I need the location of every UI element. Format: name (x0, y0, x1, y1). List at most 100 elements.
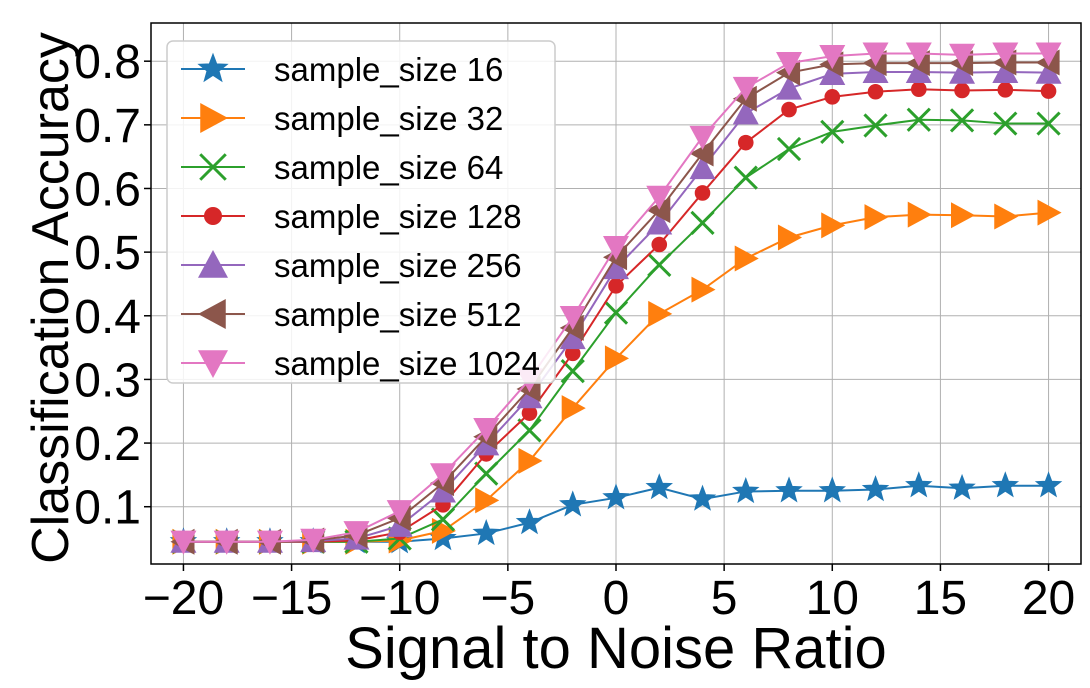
marker-triangle-right (950, 202, 976, 229)
x-tick-label: 15 (914, 572, 967, 625)
legend-item: sample_size 32 (181, 100, 503, 137)
marker-triangle-down (603, 235, 629, 261)
marker-triangle-up (516, 384, 543, 409)
marker-triangle-up (429, 478, 456, 503)
legend-label: sample_size 512 (274, 296, 522, 333)
marker-triangle-down (213, 530, 240, 555)
marker-circle (521, 405, 538, 421)
x-tick-label: −10 (359, 572, 440, 625)
marker-triangle-right (691, 276, 716, 303)
x-axis-label: Signal to Noise Ratio (345, 616, 887, 681)
marker-star (515, 508, 544, 535)
marker-triangle-up (992, 59, 1019, 84)
y-tick-label: 0.1 (74, 482, 141, 535)
legend-label: sample_size 64 (274, 149, 503, 186)
marker-triangle-left (198, 299, 226, 329)
marker-triangle-down (170, 530, 197, 555)
x-tick-label: −5 (480, 572, 535, 625)
y-tick-label: 0.8 (74, 36, 141, 89)
marker-x (863, 113, 888, 138)
marker-triangle-left (689, 140, 714, 167)
plot-series (169, 42, 1063, 555)
legend-item: sample_size 64 (181, 149, 503, 186)
marker-x (199, 153, 227, 181)
y-tick-label: 0.3 (74, 354, 141, 407)
marker-star (645, 473, 673, 500)
y-tick-label: 0.7 (74, 100, 141, 153)
marker-star (197, 52, 229, 83)
marker-circle (694, 185, 711, 201)
marker-x (603, 300, 629, 325)
y-tick-label: 0.4 (74, 291, 141, 344)
marker-triangle-right (604, 345, 629, 372)
marker-triangle-down (256, 530, 283, 555)
marker-triangle-right (648, 300, 673, 327)
marker-star (905, 471, 933, 498)
legend-item: sample_size 128 (181, 198, 522, 235)
marker-circle (867, 83, 884, 100)
marker-triangle-down (732, 76, 759, 101)
marker-triangle-right (734, 245, 759, 272)
marker-triangle-down (429, 463, 456, 488)
marker-triangle-up (819, 60, 846, 85)
legend-label: sample_size 16 (274, 51, 503, 88)
legend-label: sample_size 1024 (274, 345, 540, 382)
marker-star (688, 484, 717, 511)
marker-triangle-down (343, 521, 370, 546)
marker-triangle-right (518, 447, 543, 474)
legend-label: sample_size 32 (274, 100, 503, 137)
marker-triangle-up (732, 100, 759, 125)
marker-triangle-right (777, 224, 803, 251)
x-tick-label: 20 (1022, 572, 1075, 625)
marker-triangle-down (689, 125, 716, 150)
marker-triangle-right (907, 201, 932, 228)
marker-star (602, 483, 630, 510)
x-tick-label: 5 (711, 572, 738, 625)
x-tick-label: −20 (143, 572, 224, 625)
marker-triangle-down (949, 43, 976, 68)
marker-triangle-down (905, 42, 932, 67)
marker-star (861, 475, 890, 502)
y-tick-label: 0.6 (74, 163, 141, 216)
marker-star (472, 519, 500, 546)
marker-triangle-down (198, 350, 228, 378)
y-axis-label: Classification Accuracy (22, 32, 80, 564)
legend-item: sample_size 512 (181, 296, 522, 333)
marker-star (991, 471, 1020, 498)
legend-item: sample_size 16 (181, 51, 503, 88)
marker-triangle-down (1035, 42, 1062, 67)
marker-triangle-up (559, 325, 586, 350)
marker-circle (824, 89, 841, 105)
marker-circle (204, 207, 222, 225)
marker-triangle-right (1037, 199, 1062, 226)
marker-triangle-right (475, 487, 500, 514)
marker-triangle-up (862, 59, 889, 84)
legend: sample_size 16 sample_size 32 sample_size … (166, 40, 556, 384)
marker-triangle-right (821, 212, 846, 239)
marker-circle (997, 82, 1014, 98)
marker-triangle-up (949, 59, 976, 84)
marker-circle (651, 236, 668, 253)
marker-triangle-left (646, 197, 671, 224)
marker-x (1036, 111, 1061, 136)
marker-triangle-right (864, 204, 889, 231)
legend-item: sample_size 1024 (181, 345, 540, 382)
marker-x (517, 418, 542, 443)
marker-triangle-right (200, 103, 228, 133)
marker-circle (910, 81, 927, 97)
marker-circle (1040, 83, 1057, 99)
marker-star (948, 473, 976, 500)
marker-triangle-up (646, 210, 673, 235)
marker-triangle-up (905, 59, 932, 84)
legend-box (166, 40, 556, 384)
marker-triangle-right (994, 203, 1019, 230)
marker-x (430, 507, 456, 532)
marker-x (733, 165, 758, 190)
x-tick-label: 0 (603, 572, 630, 625)
marker-triangle-up (776, 75, 803, 100)
marker-triangle-down (473, 418, 500, 443)
series-sample-size-1024 (170, 42, 1062, 555)
marker-x (906, 107, 931, 132)
y-tick-label: 0.5 (74, 227, 141, 280)
